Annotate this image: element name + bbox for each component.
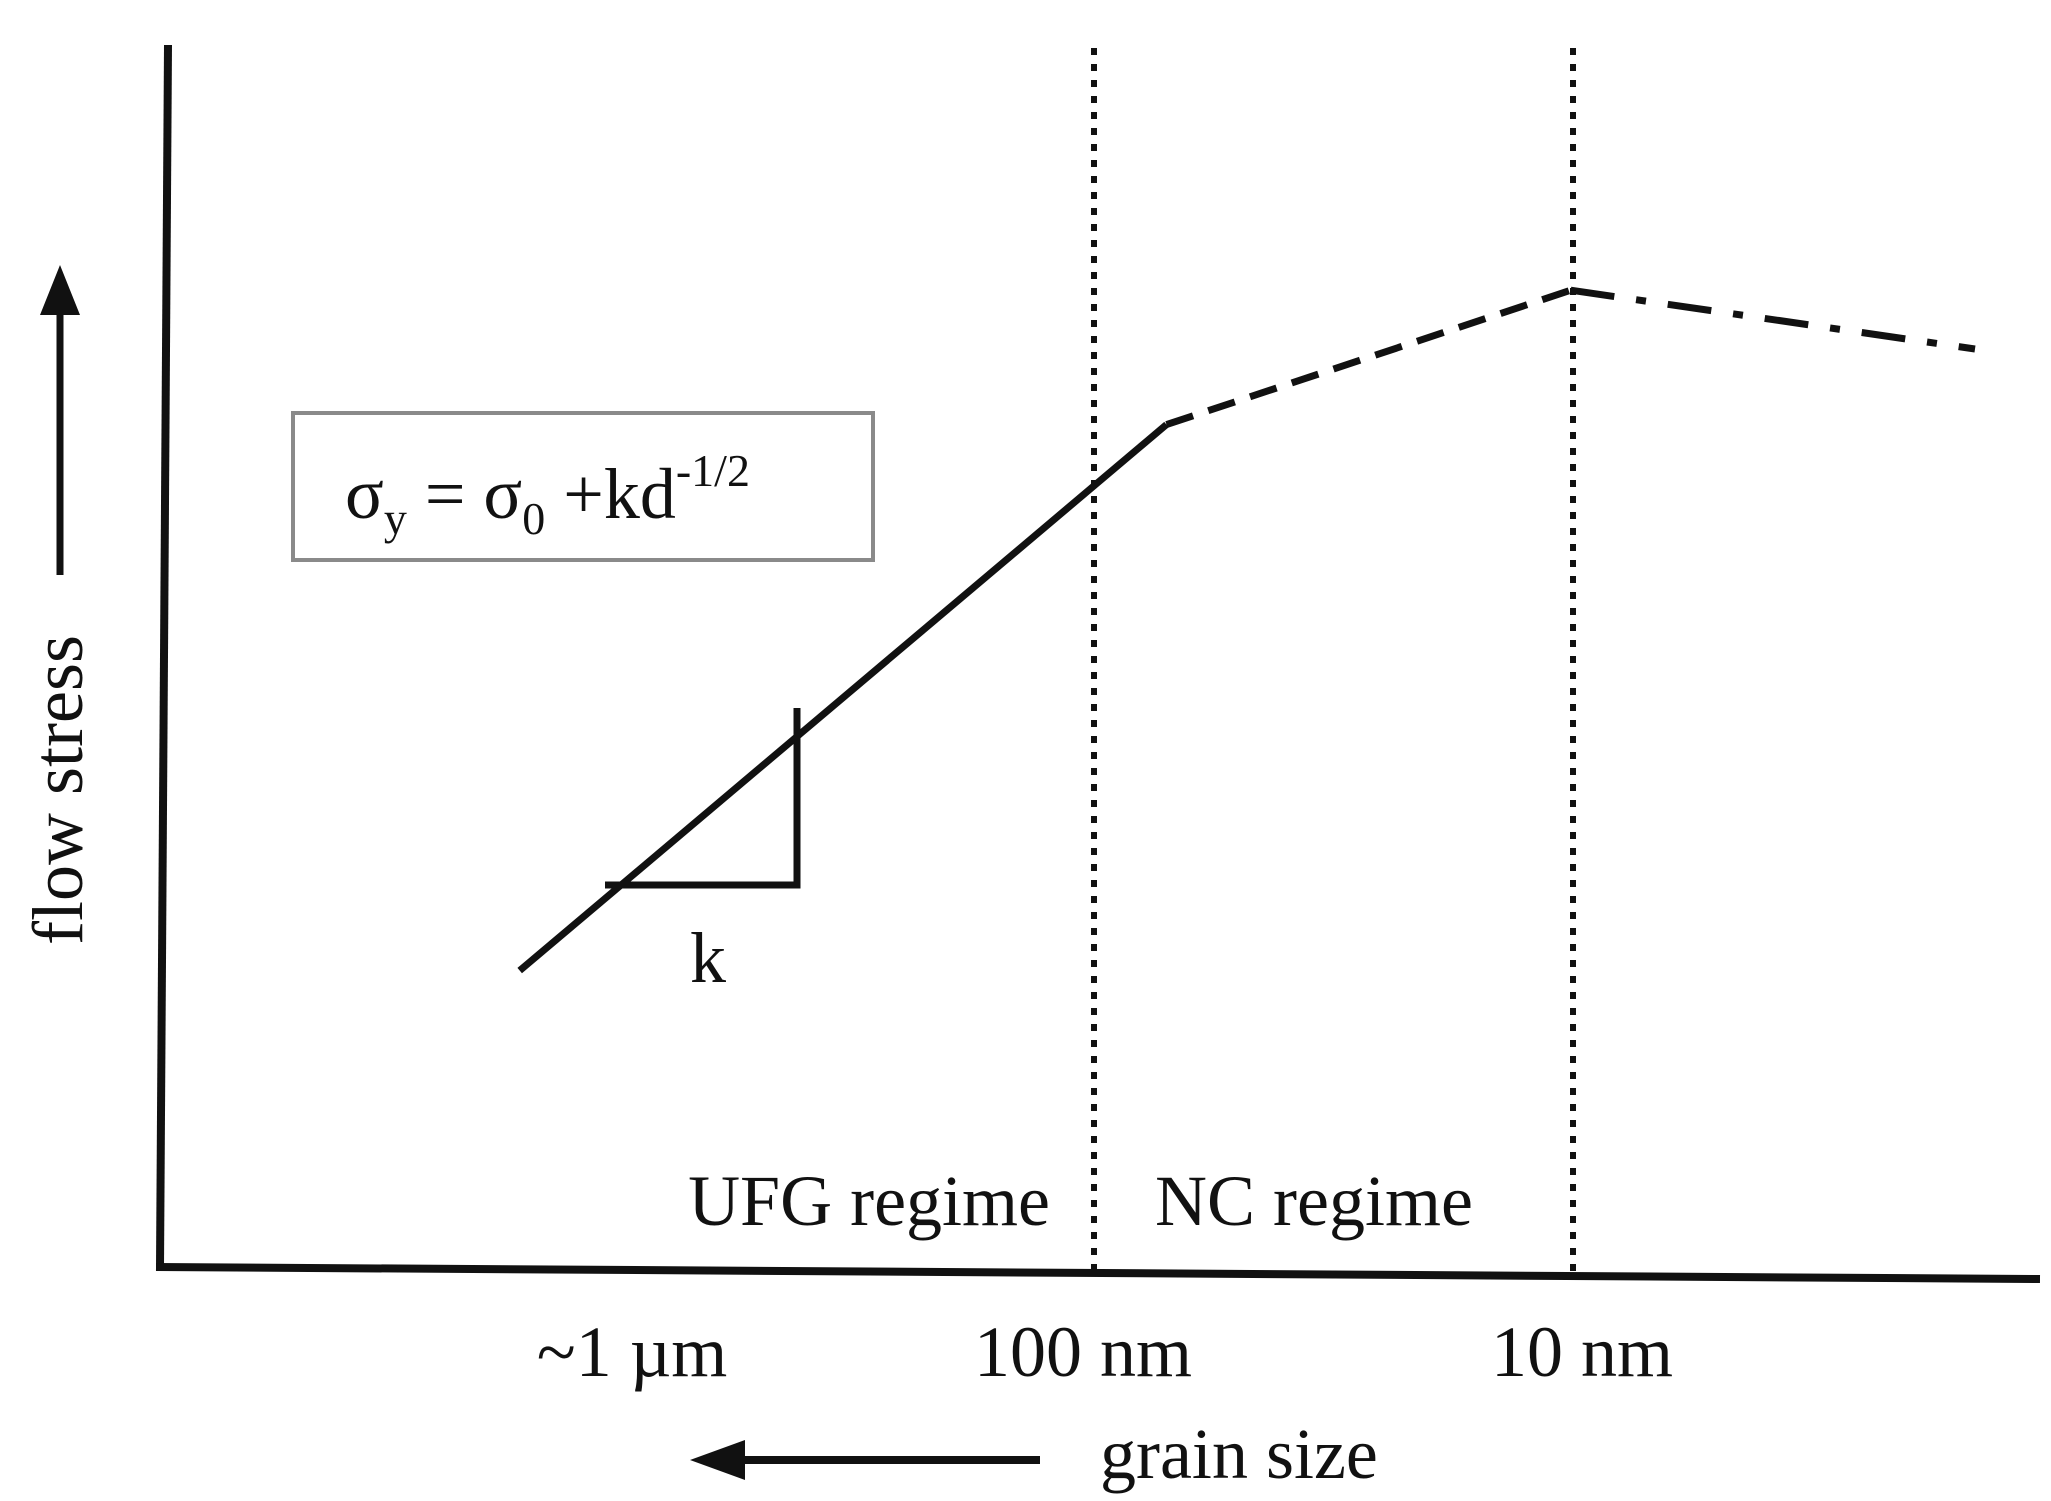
slope-triangle xyxy=(605,708,801,889)
y-axis-label: flow stress xyxy=(18,635,98,945)
series-line-dashed xyxy=(1165,286,1572,428)
series-line-solid xyxy=(517,421,1169,974)
x-axis-label: grain size xyxy=(1100,1414,1378,1494)
x-tick-label-100nm: 100 nm xyxy=(974,1312,1192,1392)
x-tick-label-1um: ~1 µm xyxy=(537,1312,727,1392)
x-label-arrow-icon xyxy=(690,1440,745,1480)
slope-label: k xyxy=(690,918,726,998)
series-line-dash-dot xyxy=(1570,286,1976,353)
y-axis xyxy=(156,44,172,1268)
x-axis xyxy=(155,1263,2041,1283)
ufg-regime-label: UFG regime xyxy=(688,1161,1050,1241)
x-tick-label-10nm: 10 nm xyxy=(1491,1312,1673,1392)
y-label-arrow-icon xyxy=(40,265,80,315)
equation-box xyxy=(291,411,875,562)
equation-text: σy = σ0 +kd-1/2 xyxy=(345,445,750,544)
nc-regime-label: NC regime xyxy=(1155,1161,1473,1241)
